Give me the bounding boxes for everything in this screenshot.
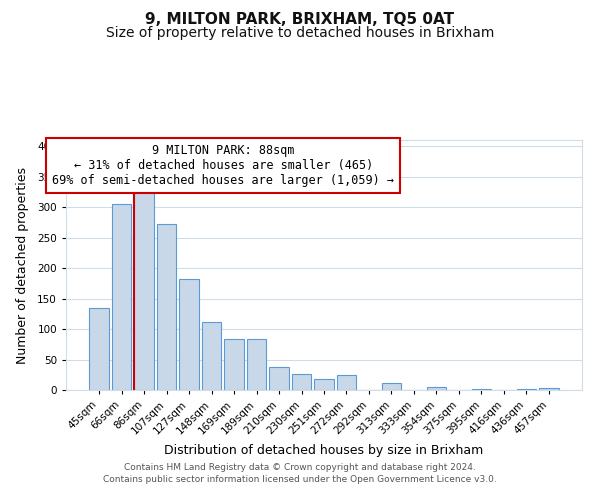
- Bar: [314, 379, 334, 390]
- Bar: [112, 204, 131, 390]
- Bar: [157, 224, 176, 390]
- Bar: [427, 387, 446, 390]
- Bar: [517, 389, 536, 390]
- X-axis label: Distribution of detached houses by size in Brixham: Distribution of detached houses by size …: [164, 444, 484, 457]
- Bar: [539, 388, 559, 390]
- Text: 9 MILTON PARK: 88sqm
← 31% of detached houses are smaller (465)
69% of semi-deta: 9 MILTON PARK: 88sqm ← 31% of detached h…: [52, 144, 394, 186]
- Text: Contains public sector information licensed under the Open Government Licence v3: Contains public sector information licen…: [103, 475, 497, 484]
- Bar: [472, 389, 491, 390]
- Bar: [292, 374, 311, 390]
- Bar: [382, 384, 401, 390]
- Bar: [89, 308, 109, 390]
- Bar: [269, 368, 289, 390]
- Bar: [179, 279, 199, 390]
- Text: 9, MILTON PARK, BRIXHAM, TQ5 0AT: 9, MILTON PARK, BRIXHAM, TQ5 0AT: [145, 12, 455, 28]
- Y-axis label: Number of detached properties: Number of detached properties: [16, 166, 29, 364]
- Bar: [247, 339, 266, 390]
- Bar: [202, 322, 221, 390]
- Text: Size of property relative to detached houses in Brixham: Size of property relative to detached ho…: [106, 26, 494, 40]
- Bar: [224, 339, 244, 390]
- Bar: [134, 192, 154, 390]
- Bar: [337, 375, 356, 390]
- Text: Contains HM Land Registry data © Crown copyright and database right 2024.: Contains HM Land Registry data © Crown c…: [124, 464, 476, 472]
